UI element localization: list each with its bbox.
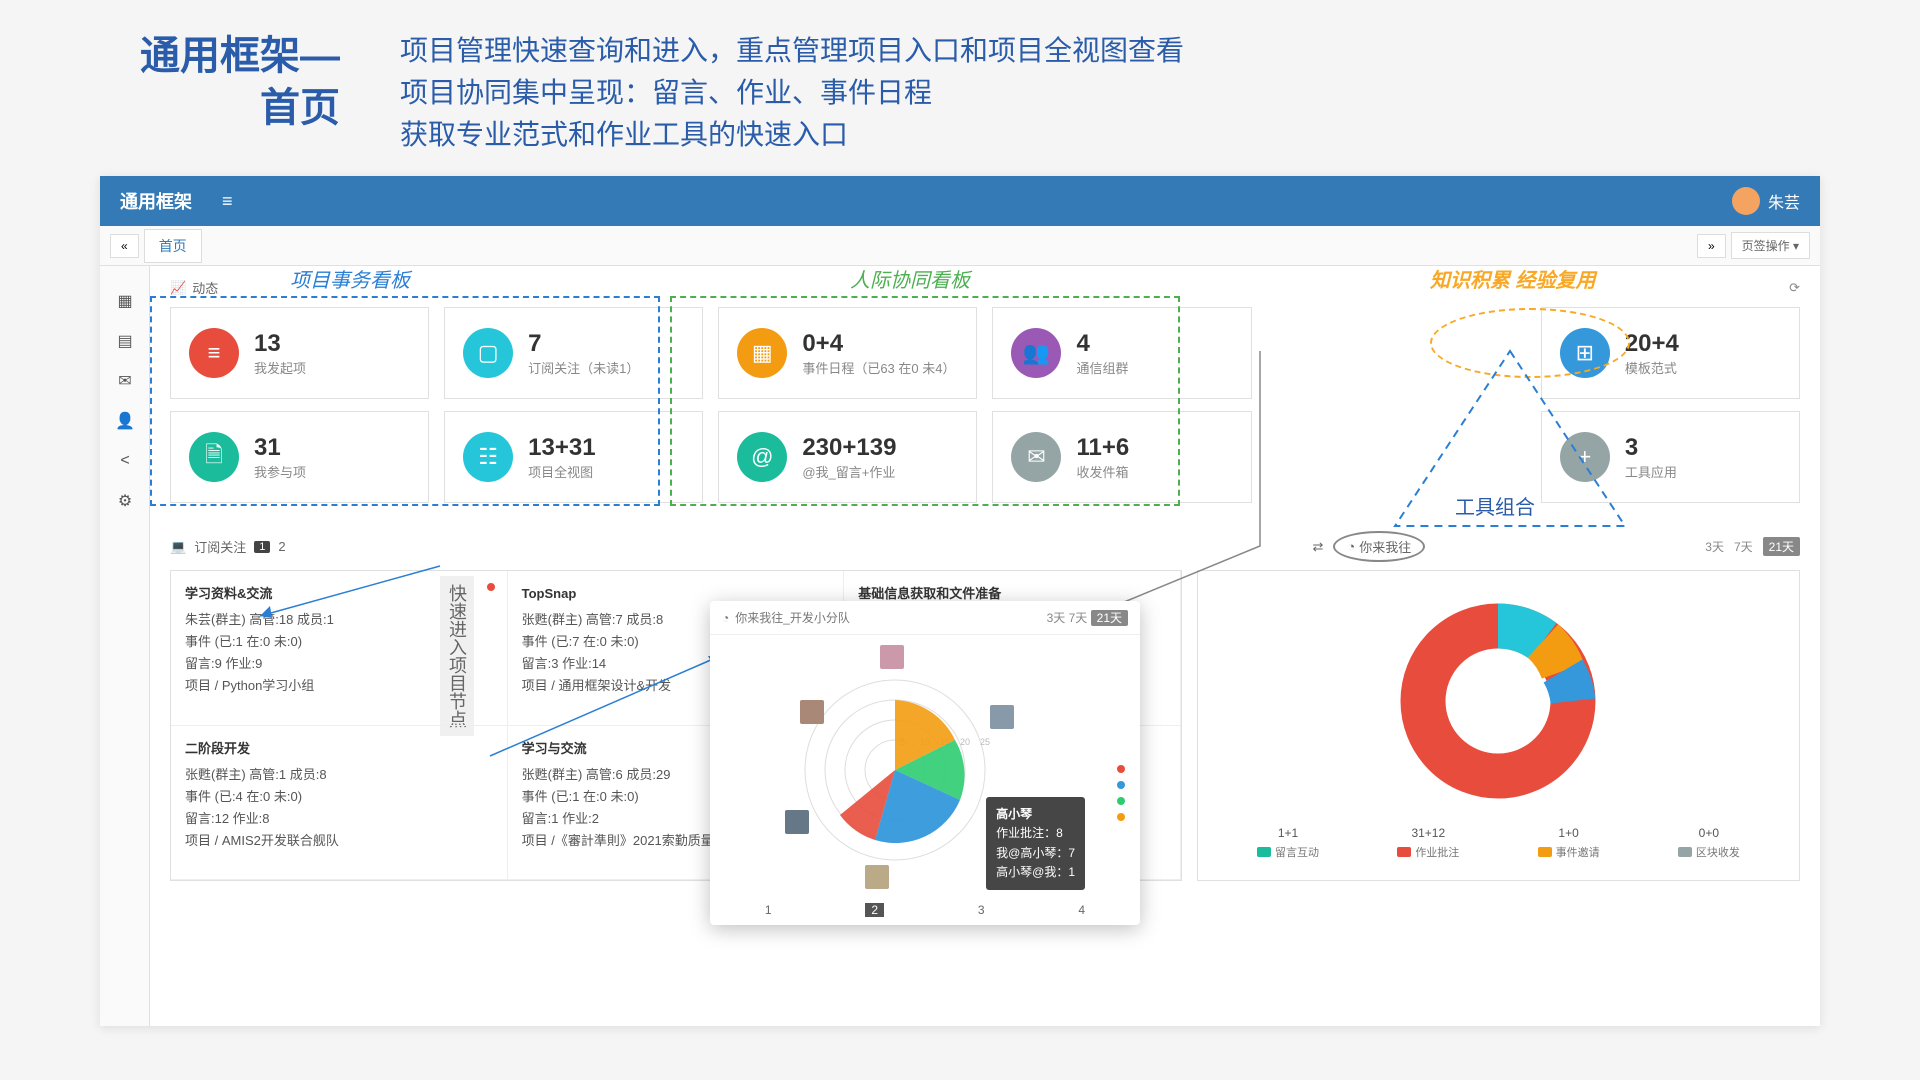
annotation-tool-combo: 工具组合 bbox=[1455, 491, 1535, 520]
project-card[interactable]: 学习资料&交流 朱芸(群主) 高管:18 成员:1 事件 (已:1 在:0 未:… bbox=[171, 571, 508, 726]
popup-pagination: 1 2 3 4 bbox=[710, 895, 1140, 925]
donut-chart bbox=[1388, 591, 1608, 811]
tabbar: « 首页 » 页签操作 ▾ bbox=[100, 226, 1820, 266]
stat-card-initiated[interactable]: ≡ 13我发起项 bbox=[170, 307, 429, 399]
user-avatar-icon bbox=[785, 810, 809, 834]
filter-3d[interactable]: 3天 bbox=[1705, 538, 1724, 555]
subscribe-badge-2: 2 bbox=[278, 539, 285, 554]
pie-icon: ◔ bbox=[722, 611, 729, 625]
stat-card-subscribe[interactable]: ▢ 7订阅关注（未读1） bbox=[444, 307, 703, 399]
status-label: 动态 bbox=[192, 278, 218, 297]
app-window: 通用框架 ≡ 朱芸 « 首页 » 页签操作 ▾ ▦ ▤ ✉ 👤 < ⚙ bbox=[100, 176, 1820, 1026]
sidebar-gear-icon[interactable]: ⚙ bbox=[100, 481, 150, 521]
annotation-collab-board: 人际协同看板 bbox=[850, 266, 970, 293]
tab-actions-dropdown[interactable]: 页签操作 ▾ bbox=[1731, 232, 1810, 259]
main-content: 项目事务看板 人际协同看板 知识积累 经验复用 快速进入项目节点 工具组合 📈 … bbox=[150, 266, 1820, 1026]
subscribe-badge-1: 1 bbox=[254, 541, 270, 553]
tab-home[interactable]: 首页 bbox=[144, 229, 202, 263]
stat-card-participating[interactable]: 🗎 31我参与项 bbox=[170, 411, 429, 503]
user-tooltip: 高小琴 作业批注：8 我@高小琴：7 高小琴@我：1 bbox=[986, 797, 1085, 890]
sidebar-share-icon[interactable]: < bbox=[100, 441, 150, 481]
popup-title: 你来我往_开发小分队 bbox=[735, 609, 850, 626]
file-icon: 🗎 bbox=[189, 432, 239, 482]
page-description: 项目管理快速查询和进入，重点管理项目入口和项目全视图查看 项目协同集中呈现：留言… bbox=[400, 30, 1184, 156]
stat-card-templates[interactable]: ⊞ 20+4模板范式 bbox=[1541, 307, 1800, 399]
template-icon: ⊞ bbox=[1560, 328, 1610, 378]
annotation-knowledge: 知识积累 经验复用 bbox=[1430, 266, 1596, 293]
radar-popup: ◔ 你来我往_开发小分队 3天 7天 21天 bbox=[710, 601, 1140, 925]
news-icon: ☷ bbox=[463, 432, 513, 482]
page-main-title: 通用框架— 首页 bbox=[80, 30, 340, 134]
tab-next-button[interactable]: » bbox=[1697, 234, 1726, 258]
popup-legend-dots bbox=[1117, 765, 1125, 821]
subscribe-section-label: 订阅关注 bbox=[194, 537, 246, 556]
donut-chart-panel: 1+1留言互动 31+12作业批注 1+0事件邀请 0+0区块收发 bbox=[1197, 570, 1800, 881]
user-avatar-icon bbox=[990, 705, 1014, 729]
plus-icon: + bbox=[1560, 432, 1610, 482]
pie-icon: ◔ bbox=[1347, 539, 1355, 554]
at-icon: @ bbox=[737, 432, 787, 482]
user-avatar-icon bbox=[880, 645, 904, 669]
annotation-project-board: 项目事务看板 bbox=[290, 266, 410, 293]
topbar: 通用框架 ≡ 朱芸 bbox=[100, 176, 1820, 226]
page-4[interactable]: 4 bbox=[1078, 903, 1085, 917]
popup-filter-3d[interactable]: 3天 bbox=[1047, 611, 1066, 625]
status-chart-icon: 📈 bbox=[170, 280, 186, 296]
group-icon: 👥 bbox=[1011, 328, 1061, 378]
donut-legend: 1+1留言互动 31+12作业批注 1+0事件邀请 0+0区块收发 bbox=[1218, 826, 1779, 860]
user-menu[interactable]: 朱芸 bbox=[1732, 187, 1800, 215]
sidebar-mail-icon[interactable]: ✉ bbox=[100, 361, 150, 401]
stat-card-mailbox[interactable]: ✉ 11+6收发件箱 bbox=[992, 411, 1251, 503]
sidebar: ▦ ▤ ✉ 👤 < ⚙ bbox=[100, 266, 150, 1026]
stat-card-mentions[interactable]: @ 230+139@我_留言+作业 bbox=[718, 411, 977, 503]
filter-21d[interactable]: 21天 bbox=[1763, 537, 1800, 556]
filter-7d[interactable]: 7天 bbox=[1734, 538, 1753, 555]
swap-icon[interactable]: ⇄ bbox=[1312, 539, 1323, 555]
stat-card-events[interactable]: ▦ 0+4事件日程（已63 在0 未4） bbox=[718, 307, 977, 399]
stat-card-tools[interactable]: + 3工具应用 bbox=[1541, 411, 1800, 503]
page-2[interactable]: 2 bbox=[865, 903, 884, 917]
doc-icon: ≡ bbox=[189, 328, 239, 378]
notification-dot bbox=[487, 583, 495, 591]
stat-card-fullview[interactable]: ☷ 13+31项目全视图 bbox=[444, 411, 703, 503]
stat-card-groups[interactable]: 👥 4通信组群 bbox=[992, 307, 1251, 399]
avatar-icon bbox=[1732, 187, 1760, 215]
monitor-icon: ▢ bbox=[463, 328, 513, 378]
svg-text:25: 25 bbox=[980, 737, 990, 747]
tab-prev-button[interactable]: « bbox=[110, 234, 139, 258]
sidebar-calendar-icon[interactable]: ▤ bbox=[100, 321, 150, 361]
user-avatar-icon bbox=[865, 865, 889, 889]
page-1[interactable]: 1 bbox=[765, 903, 772, 917]
refresh-icon[interactable]: ⟳ bbox=[1789, 280, 1800, 296]
sidebar-user-icon[interactable]: 👤 bbox=[100, 401, 150, 441]
page-3[interactable]: 3 bbox=[978, 903, 985, 917]
radar-chart: 5 10 15 20 25 bbox=[710, 635, 1140, 895]
user-avatar-icon bbox=[800, 700, 824, 724]
popup-filter-21d[interactable]: 21天 bbox=[1091, 610, 1128, 626]
laptop-icon: 💻 bbox=[170, 539, 186, 555]
hamburger-icon[interactable]: ≡ bbox=[222, 191, 233, 212]
username-label: 朱芸 bbox=[1768, 189, 1800, 213]
brand-label: 通用框架 bbox=[120, 188, 192, 214]
svg-text:20: 20 bbox=[960, 737, 970, 747]
calendar-icon: ▦ bbox=[737, 328, 787, 378]
youlai-label[interactable]: 你来我往 bbox=[1359, 537, 1411, 556]
sidebar-grid-icon[interactable]: ▦ bbox=[100, 281, 150, 321]
popup-filter-7d[interactable]: 7天 bbox=[1069, 611, 1088, 625]
project-card[interactable]: 二阶段开发 张甦(群主) 高管:1 成员:8 事件 (已:4 在:0 未:0) … bbox=[171, 726, 508, 881]
envelope-icon: ✉ bbox=[1011, 432, 1061, 482]
